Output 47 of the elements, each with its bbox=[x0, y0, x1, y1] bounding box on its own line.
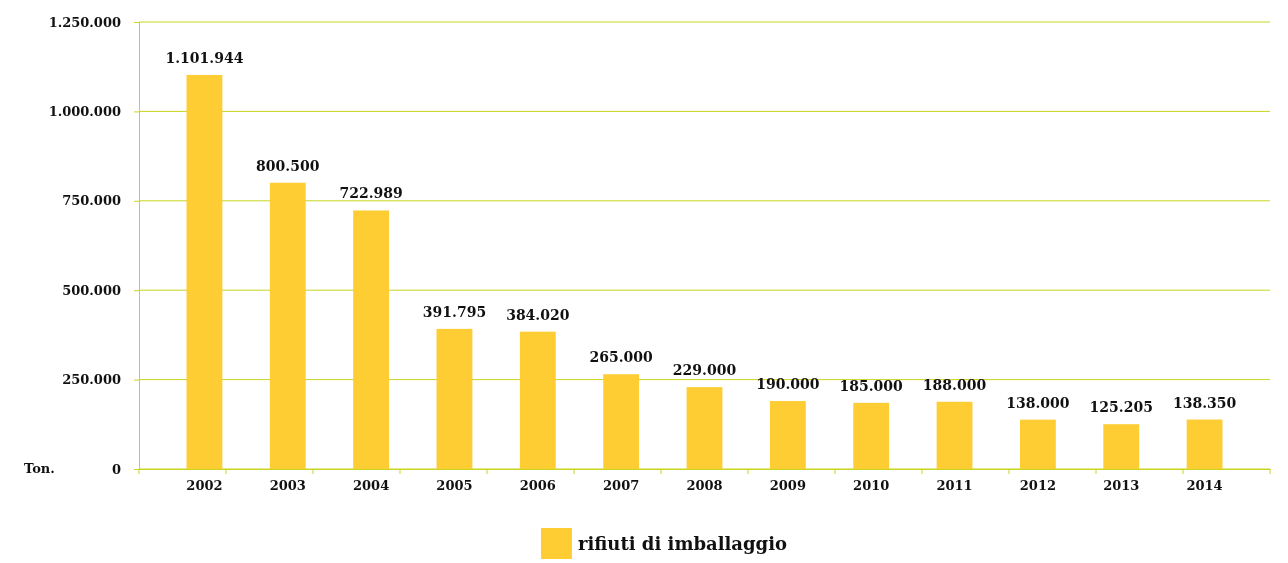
data-label: 229.000 bbox=[672, 362, 737, 379]
bar bbox=[436, 328, 473, 469]
y-tick-label: 750.000 bbox=[62, 193, 121, 209]
x-tick-label: 2006 bbox=[519, 478, 556, 493]
x-tick-label: 2004 bbox=[353, 478, 390, 493]
bar bbox=[686, 387, 723, 469]
x-tick-label: 2013 bbox=[1103, 478, 1140, 493]
x-tick-label: 2002 bbox=[186, 478, 223, 493]
data-label: 138.350 bbox=[1172, 394, 1237, 411]
y-tick-label: 1.250.000 bbox=[48, 14, 121, 30]
bar bbox=[519, 331, 556, 469]
x-tick-label: 2003 bbox=[269, 478, 306, 493]
x-tick-label: 2011 bbox=[936, 478, 973, 493]
x-tick-label: 2007 bbox=[603, 478, 640, 493]
bar bbox=[1103, 424, 1140, 469]
data-label: 125.205 bbox=[1089, 399, 1153, 416]
x-tick-label: 2014 bbox=[1186, 478, 1223, 493]
data-label: 190.000 bbox=[756, 376, 820, 393]
data-label: 188.000 bbox=[922, 376, 987, 393]
x-tick-label: 2009 bbox=[769, 478, 806, 493]
y-tick-label: 1.000.000 bbox=[48, 104, 121, 120]
data-label: 185.000 bbox=[839, 377, 904, 394]
legend-label: rifiuti di imballaggio bbox=[577, 532, 788, 554]
y-axis-title: Ton. bbox=[24, 461, 55, 477]
data-label: 800.500 bbox=[256, 157, 320, 174]
x-tick-label: 2012 bbox=[1019, 478, 1056, 493]
bar bbox=[1186, 419, 1223, 469]
bar bbox=[269, 182, 306, 469]
y-tick-label: 0 bbox=[111, 461, 121, 477]
bar bbox=[936, 401, 973, 469]
data-label: 391.795 bbox=[422, 303, 487, 320]
data-label: 265.000 bbox=[589, 349, 654, 366]
x-tick-label: 2010 bbox=[853, 478, 890, 493]
bar bbox=[769, 401, 806, 469]
x-tick-label: 2008 bbox=[686, 478, 723, 493]
bar bbox=[186, 74, 223, 469]
y-tick-label: 250.000 bbox=[62, 372, 121, 388]
bar bbox=[1019, 419, 1056, 469]
y-tick-label: 500.000 bbox=[62, 282, 121, 298]
data-label: 384.020 bbox=[506, 306, 570, 323]
data-label: 722.989 bbox=[339, 185, 403, 202]
bar bbox=[353, 210, 390, 469]
x-tick-label: 2005 bbox=[436, 478, 473, 493]
data-label: 1.101.944 bbox=[165, 49, 244, 66]
bar bbox=[603, 374, 640, 469]
bar bbox=[853, 402, 890, 469]
data-label: 138.000 bbox=[1006, 394, 1070, 411]
